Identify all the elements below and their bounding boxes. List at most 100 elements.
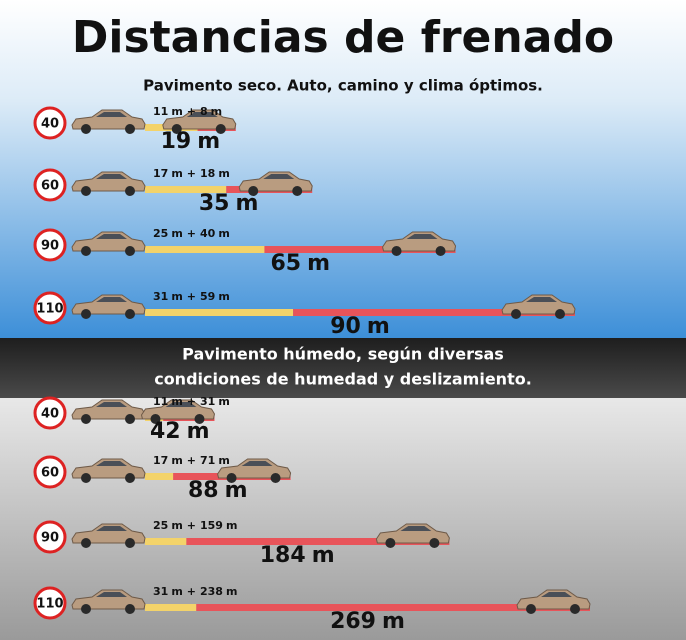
wheel [81,604,91,614]
total-value: 65 [270,251,301,276]
wheel [81,124,91,134]
wheel [436,246,446,256]
total-value: 19 [161,129,192,154]
unit: m [218,167,229,180]
total-value: 42 [150,419,181,444]
braking-value: 159 [200,519,223,532]
wheel [81,246,91,256]
reaction-value: 17 [153,167,168,180]
total-label: 88m [188,478,248,503]
reaction-value: 25 [153,519,168,532]
unit: m [171,105,182,118]
unit: m [235,191,258,216]
reaction-value: 11 [153,105,168,118]
wheel [292,186,302,196]
unit: m [187,419,210,444]
speed-label: 90 [41,531,59,546]
unit: m [171,227,182,240]
plus: + [187,454,196,467]
braking-value: 71 [200,454,215,467]
unit: m [171,519,182,532]
plus: + [187,167,196,180]
unit: m [226,585,237,598]
unit: m [218,227,229,240]
braking-value: 31 [200,395,215,408]
total-value: 35 [199,191,230,216]
speed-label: 60 [41,466,59,481]
wheel [385,538,395,548]
wheel [271,473,281,483]
unit: m [218,395,229,408]
distance-label: 25m+40m [153,227,230,240]
unit: m [171,290,182,303]
braking-value: 40 [200,227,216,240]
speed-label: 40 [41,117,59,132]
plus: + [187,395,196,408]
unit: m [312,543,335,568]
plus: + [187,290,196,303]
subtitle: condiciones de humedad y deslizamiento. [154,370,532,389]
wheel [81,414,91,424]
reaction-bar [145,246,264,253]
wheel [570,604,580,614]
wheel [125,309,135,319]
wheel [526,604,536,614]
wheel [555,309,565,319]
wheel [125,604,135,614]
speed-label: 90 [41,239,59,254]
speed-label: 40 [41,407,59,422]
subtitle: Pavimento seco. Auto, camino y clima ópt… [143,77,543,95]
speed-label: 110 [36,597,63,612]
braking-value: 18 [200,167,215,180]
wheel [81,538,91,548]
total-label: 42m [150,419,210,444]
distance-label: 11m+8m [153,105,222,118]
total-value: 88 [188,478,219,503]
plus: + [187,519,196,532]
braking-value: 59 [200,290,215,303]
reaction-value: 25 [153,227,168,240]
wheel [125,186,135,196]
plus: + [187,585,196,598]
plus: + [187,227,196,240]
unit: m [307,251,330,276]
braking-value: 8 [200,105,208,118]
subtitle: Pavimento húmedo, según diversas [182,345,504,364]
unit: m [197,129,220,154]
unit: m [218,290,229,303]
distance-label: 11m+31m [153,395,230,408]
reaction-bar [145,473,173,480]
reaction-value: 31 [153,290,168,303]
wheel [125,246,135,256]
title: Distancias de frenado [72,12,614,63]
unit: m [218,454,229,467]
speed-label: 110 [36,302,63,317]
wheel [429,538,439,548]
wheel [81,186,91,196]
wheel [125,473,135,483]
wheel [81,309,91,319]
reaction-value: 11 [153,395,168,408]
wheel [125,124,135,134]
unit: m [382,609,405,634]
wheel [392,246,402,256]
reaction-value: 31 [153,585,168,598]
plus: + [187,105,196,118]
unit: m [171,395,182,408]
reaction-bar [145,538,186,545]
unit: m [226,519,237,532]
unit: m [171,167,182,180]
total-value: 184 [260,543,306,568]
wheel [81,473,91,483]
reaction-bar [145,604,196,611]
wheel [511,309,521,319]
reaction-value: 17 [153,454,168,467]
unit: m [171,454,182,467]
wheel [125,414,135,424]
